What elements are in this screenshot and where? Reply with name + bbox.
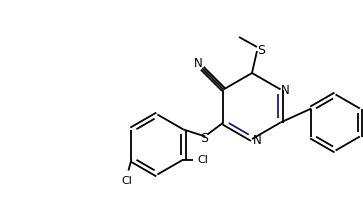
Text: S: S	[257, 43, 265, 56]
Text: N: N	[281, 84, 290, 97]
Text: S: S	[200, 131, 208, 144]
Text: N: N	[253, 133, 261, 146]
Text: Cl: Cl	[197, 155, 208, 165]
Text: N: N	[194, 56, 203, 69]
Text: Cl: Cl	[121, 176, 132, 186]
